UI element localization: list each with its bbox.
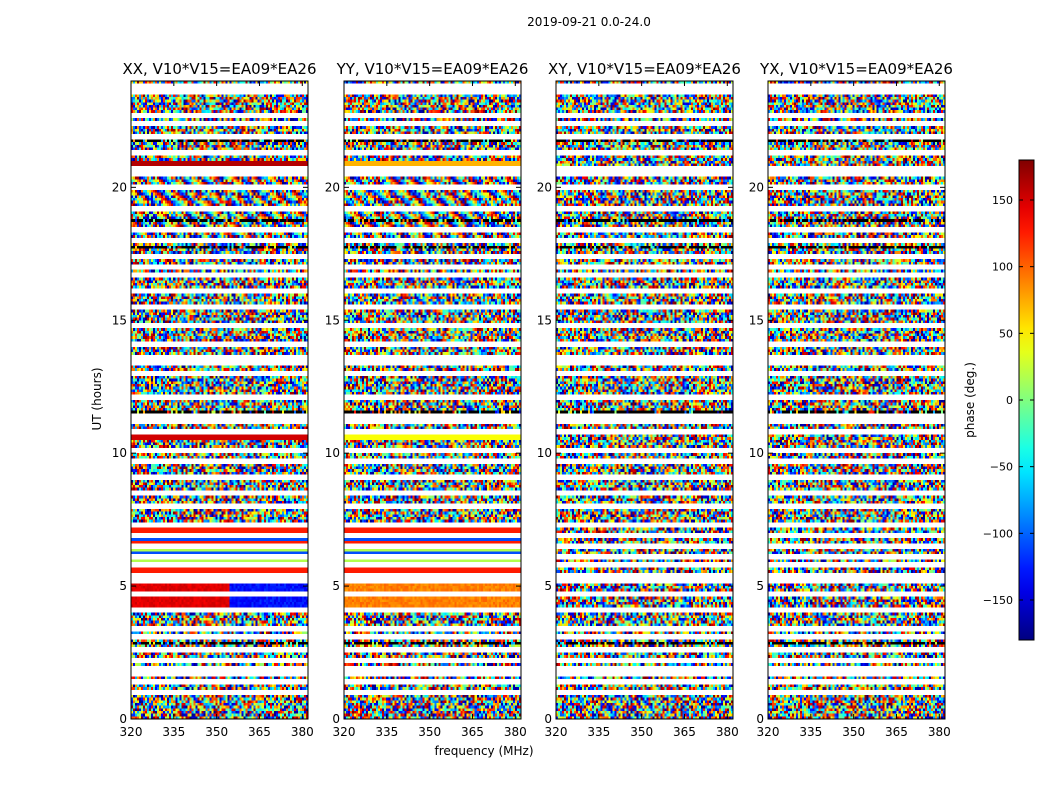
x-tick-label: 365: [885, 725, 908, 739]
x-tick-label: 320: [120, 725, 143, 739]
x-tick-label: 365: [461, 725, 484, 739]
x-tick-label: 365: [673, 725, 696, 739]
y-tick-label: 20: [537, 180, 552, 194]
y-tick-label: 15: [325, 313, 340, 327]
colorbar-tick-label: 50: [999, 327, 1013, 340]
panel-xy: XY, V10*V15=EA09*EA26 320 335 350 365 380 0 5 10…: [537, 60, 741, 739]
colorbar-label: phase (deg.): [963, 362, 977, 438]
y-tick-label: 15: [749, 313, 764, 327]
y-tick-label: 5: [544, 579, 552, 593]
x-tick-label: 380: [928, 725, 951, 739]
x-axis-label: frequency (MHz): [434, 744, 533, 758]
figure-suptitle: 2019-09-21 0.0-24.0: [527, 15, 651, 29]
panel-yy: YY, V10*V15=EA09*EA26 320 335 350 365 380 0 5 10…: [325, 60, 529, 739]
x-tick-label: 350: [418, 725, 441, 739]
axes-frame: [767, 80, 946, 720]
x-tick-label: 380: [291, 725, 314, 739]
colorbar-tick-label: 0: [1006, 394, 1013, 407]
panel-title: YY, V10*V15=EA09*EA26: [336, 60, 529, 78]
y-tick-label: 0: [544, 712, 552, 726]
axes-frame: [130, 80, 309, 720]
y-tick-label: 20: [112, 180, 127, 194]
phase-heatmap-xx: [131, 81, 308, 719]
colorbar-tick-label: −50: [990, 461, 1013, 474]
x-tick-label: 335: [375, 725, 398, 739]
y-tick-label: 10: [537, 446, 552, 460]
y-tick-label: 20: [749, 180, 764, 194]
x-tick-label: 335: [799, 725, 822, 739]
panels: XX, V10*V15=EA09*EA26 320 335 350 365 380 0 5 10…: [112, 60, 953, 739]
y-tick-label: 10: [112, 446, 127, 460]
y-tick-label: 10: [325, 446, 340, 460]
axes-frame: [555, 80, 734, 720]
colorbar-tick-label: 150: [992, 194, 1013, 207]
x-tick-label: 320: [333, 725, 356, 739]
phase-heatmap-yx: [768, 81, 945, 719]
colorbar-tick-label: −150: [983, 594, 1013, 607]
x-tick-label: 335: [587, 725, 610, 739]
panel-xx: XX, V10*V15=EA09*EA26 320 335 350 365 380 0 5 10…: [112, 60, 317, 739]
y-tick-label: 20: [325, 180, 340, 194]
y-tick-label: 10: [749, 446, 764, 460]
y-tick-label: 5: [119, 579, 127, 593]
x-tick-label: 380: [504, 725, 527, 739]
y-tick-label: 0: [119, 712, 127, 726]
axes-frame: [343, 80, 522, 720]
colorbar-tick-label: −100: [983, 527, 1013, 540]
phase-heatmap-xy: [556, 81, 733, 719]
panel-title: XY, V10*V15=EA09*EA26: [548, 60, 741, 78]
x-tick-label: 320: [757, 725, 780, 739]
y-axis-label: UT (hours): [90, 367, 104, 430]
y-tick-label: 5: [756, 579, 764, 593]
colorbar-tick-label: 100: [992, 261, 1013, 274]
y-tick-label: 5: [332, 579, 340, 593]
panel-title: XX, V10*V15=EA09*EA26: [122, 60, 316, 78]
y-tick-label: 15: [112, 313, 127, 327]
x-tick-label: 350: [205, 725, 228, 739]
y-tick-label: 0: [756, 712, 764, 726]
panel-title: YX, V10*V15=EA09*EA26: [759, 60, 953, 78]
y-tick-label: 0: [332, 712, 340, 726]
x-tick-label: 350: [630, 725, 653, 739]
panel-yx: YX, V10*V15=EA09*EA26 320 335 350 365 380 0 5 10…: [749, 60, 953, 739]
x-tick-label: 380: [716, 725, 739, 739]
x-tick-label: 350: [842, 725, 865, 739]
colorbar: 150 100 50 0 −50 −100 −150: [983, 159, 1035, 641]
y-tick-label: 15: [537, 313, 552, 327]
x-tick-label: 335: [162, 725, 185, 739]
x-tick-label: 320: [545, 725, 568, 739]
x-tick-label: 365: [248, 725, 271, 739]
phase-heatmap-yy: [344, 81, 521, 719]
